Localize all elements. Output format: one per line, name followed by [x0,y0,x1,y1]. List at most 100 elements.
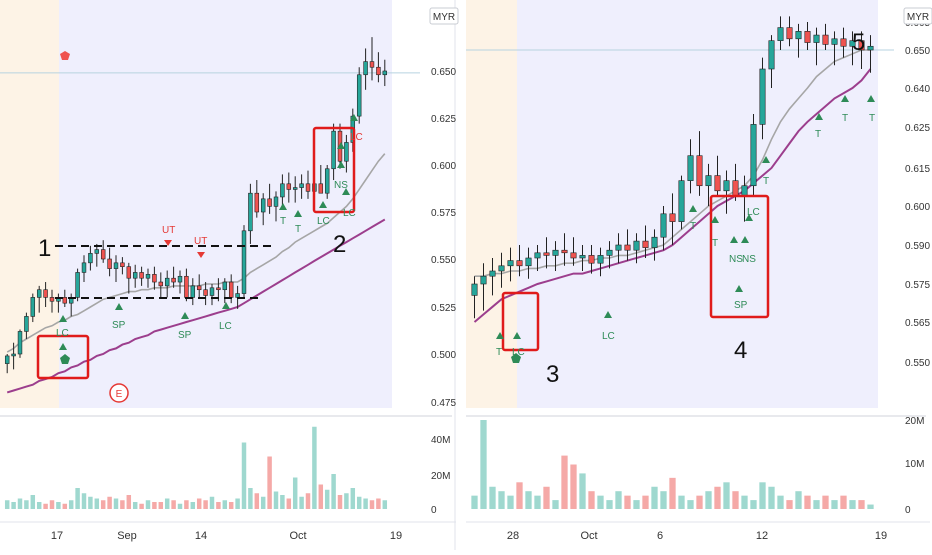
svg-text:E: E [116,389,123,400]
candle [177,270,183,294]
candle-body [260,198,266,213]
volume-bar [732,491,739,509]
candle-body [228,281,234,298]
volume-bar [17,498,23,509]
candle-body [286,183,292,190]
candle [633,233,640,264]
volume-bar [248,488,253,509]
candle [777,16,784,50]
price-tick-label: 0.600 [905,202,930,213]
candle [36,285,42,313]
svg-text:LC: LC [219,321,232,332]
volume-bar [318,484,324,509]
candle-body [822,34,829,45]
candle [669,193,676,245]
volume-bar [4,500,10,509]
svg-text:SP: SP [178,330,192,341]
candle-body [203,289,208,296]
price-tick-label: 0.575 [431,208,456,219]
volume-tick-label: 40M [431,435,450,446]
signal-lc-2: LC [219,302,232,332]
signal-pentagon-top [60,51,70,60]
candle-body [299,183,304,188]
svg-text:LC: LC [602,331,615,342]
candle [286,172,292,203]
candle-body [190,285,196,298]
candle [113,255,119,283]
candle [678,175,685,230]
volume-bar [858,500,865,509]
price-tick-label: 0.525 [431,303,456,314]
candle-body [305,183,311,192]
volume-bar [216,502,221,509]
volume-bar [786,500,793,509]
candle [305,170,311,199]
volume-tick-label: 0 [431,505,437,516]
svg-text:UT: UT [194,236,207,247]
candle [139,266,144,286]
candle [786,16,793,47]
candle-body [534,252,541,259]
volume-bar [30,495,36,509]
volume-bar [642,495,649,509]
volume-bar [177,503,183,509]
signal-r-ns-2: NS [741,236,756,265]
candle [642,225,649,258]
earnings-event-badge[interactable]: E [109,383,129,403]
volume-bar [331,474,336,509]
label-5: 5 [852,29,865,56]
candle [88,245,93,271]
volume-bar [741,495,748,509]
candle-body [36,289,42,298]
volume-bar [286,498,292,509]
volume-bar [777,495,784,509]
volume-bar [56,502,61,509]
volume-bar [305,493,311,509]
candle [62,289,68,307]
volume-bar [525,491,532,509]
signal-t-1: T [279,203,287,227]
price-tick-label: 0.475 [431,398,456,409]
candle [516,245,523,277]
volume-bar [132,502,138,509]
price-tick-label: 0.500 [431,350,456,361]
volume-tick-label: 20M [905,416,924,427]
candle [30,293,36,323]
candle-body [615,244,622,251]
candle [152,266,157,290]
signal-r-lc-1: LC [512,332,525,358]
volume-bar [62,503,68,509]
candle-body [280,183,285,198]
volume-bar [534,495,541,509]
candle [369,37,375,81]
signal-r-t-3: T [711,216,719,249]
candle-body [516,260,523,267]
candle [17,329,23,358]
volume-bar [588,491,595,509]
candle [750,114,757,196]
session-main-bg [59,0,392,408]
volume-bar [184,500,189,509]
candle-body [831,38,838,45]
volume-bar [190,502,196,509]
price-tick-label: 0.575 [905,280,930,291]
candle [324,165,330,199]
candle-body [356,74,362,117]
volume-bar [267,456,272,509]
volume-bar [696,495,703,509]
candle-body [696,155,703,187]
candle [81,255,87,283]
candle-body [624,244,631,251]
volume-bar [203,500,208,509]
time-tick-label: Sep [117,530,137,542]
svg-text:T: T [815,129,821,140]
volume-bar [376,498,381,509]
candle-body [369,61,375,68]
candle [299,174,304,199]
candle [714,155,721,196]
volume-bar [356,496,362,509]
candle-body [669,213,676,222]
candle [292,176,298,203]
volume-bar [164,498,170,509]
candle-body [795,31,802,40]
